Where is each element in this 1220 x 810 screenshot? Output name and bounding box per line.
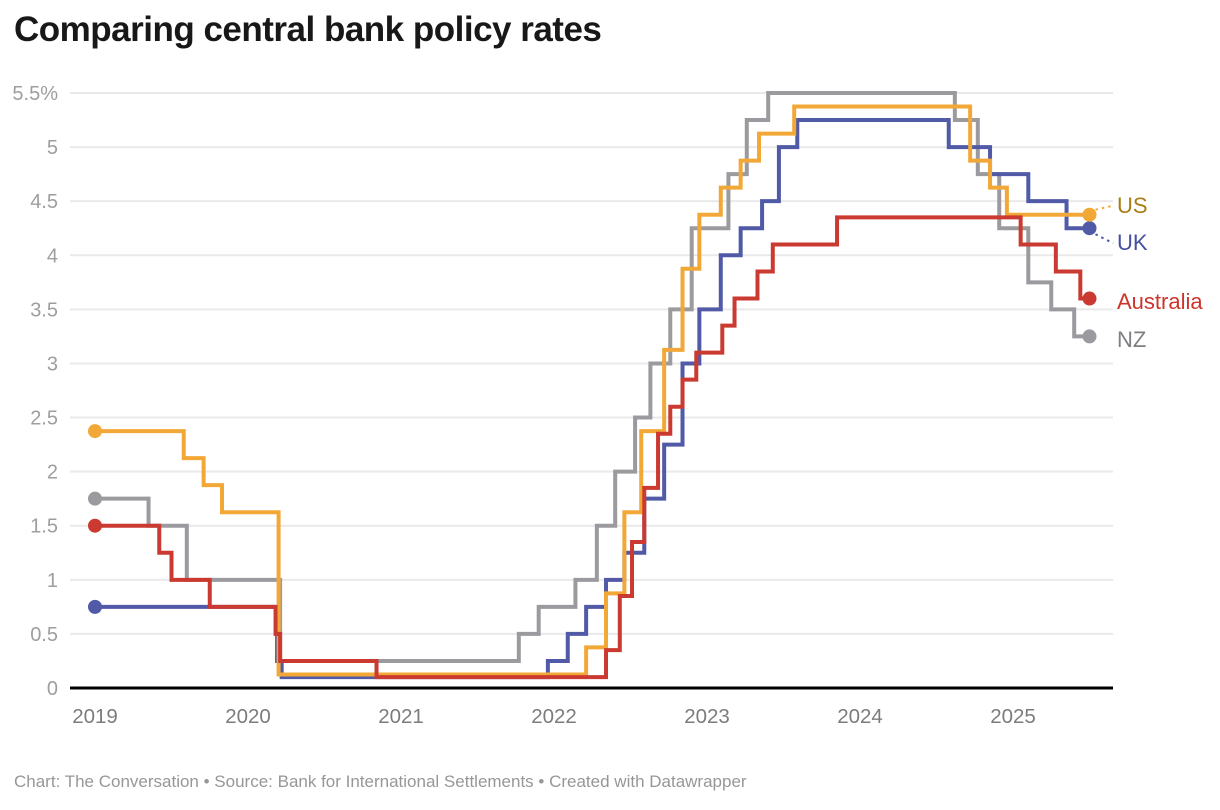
series-line-us — [95, 104, 1090, 677]
y-tick-label: 3 — [47, 353, 58, 375]
x-tick-label: 2019 — [72, 705, 118, 728]
series-start-dot-uk — [88, 599, 102, 614]
y-tick-label: 0 — [47, 678, 58, 700]
chart-footer: Chart: The Conversation • Source: Bank f… — [14, 772, 747, 791]
series-start-dot-us — [88, 424, 102, 439]
x-tick-label: 2020 — [225, 705, 271, 728]
x-tick-label: 2023 — [684, 705, 730, 728]
y-tick-label: 1 — [47, 570, 58, 592]
series-end-dot-australia — [1082, 291, 1097, 306]
x-tick-label: 2025 — [990, 705, 1036, 728]
chart-title: Comparing central bank policy rates — [14, 10, 602, 49]
series-end-dot-nz — [1082, 329, 1097, 344]
label-leader-line-uk — [1095, 233, 1114, 245]
y-tick-label: 5 — [47, 137, 58, 159]
series-label-uk: UK — [1117, 230, 1148, 256]
y-tick-label: 5.5% — [12, 83, 58, 105]
y-tick-label: 1.5 — [30, 516, 58, 538]
x-axis: 2019 2020 2021 2022 2023 2024 2025 — [72, 705, 1036, 728]
series-line-australia — [95, 215, 1090, 680]
series-end-dot-uk — [1082, 221, 1097, 236]
label-leader-line-us — [1095, 204, 1114, 211]
y-tick-label: 4 — [47, 245, 58, 267]
series-label-australia: Australia — [1117, 289, 1203, 315]
y-tick-label: 2 — [47, 462, 58, 484]
x-tick-label: 2021 — [378, 705, 424, 728]
series-start-dot-nz — [88, 491, 102, 506]
y-tick-label: 0.5 — [30, 624, 58, 646]
x-tick-label: 2024 — [837, 705, 883, 728]
series-line-nz — [95, 91, 1090, 663]
series-line-uk — [95, 118, 1090, 680]
y-tick-label: 2.5 — [30, 408, 58, 430]
series-end-dot-us — [1082, 207, 1097, 222]
y-tick-label: 4.5 — [30, 191, 58, 213]
series-label-us: US — [1117, 192, 1148, 218]
series-start-dot-australia — [88, 518, 102, 533]
y-tick-label: 3.5 — [30, 299, 58, 321]
series-label-nz: NZ — [1117, 326, 1147, 352]
x-tick-label: 2022 — [531, 705, 577, 728]
